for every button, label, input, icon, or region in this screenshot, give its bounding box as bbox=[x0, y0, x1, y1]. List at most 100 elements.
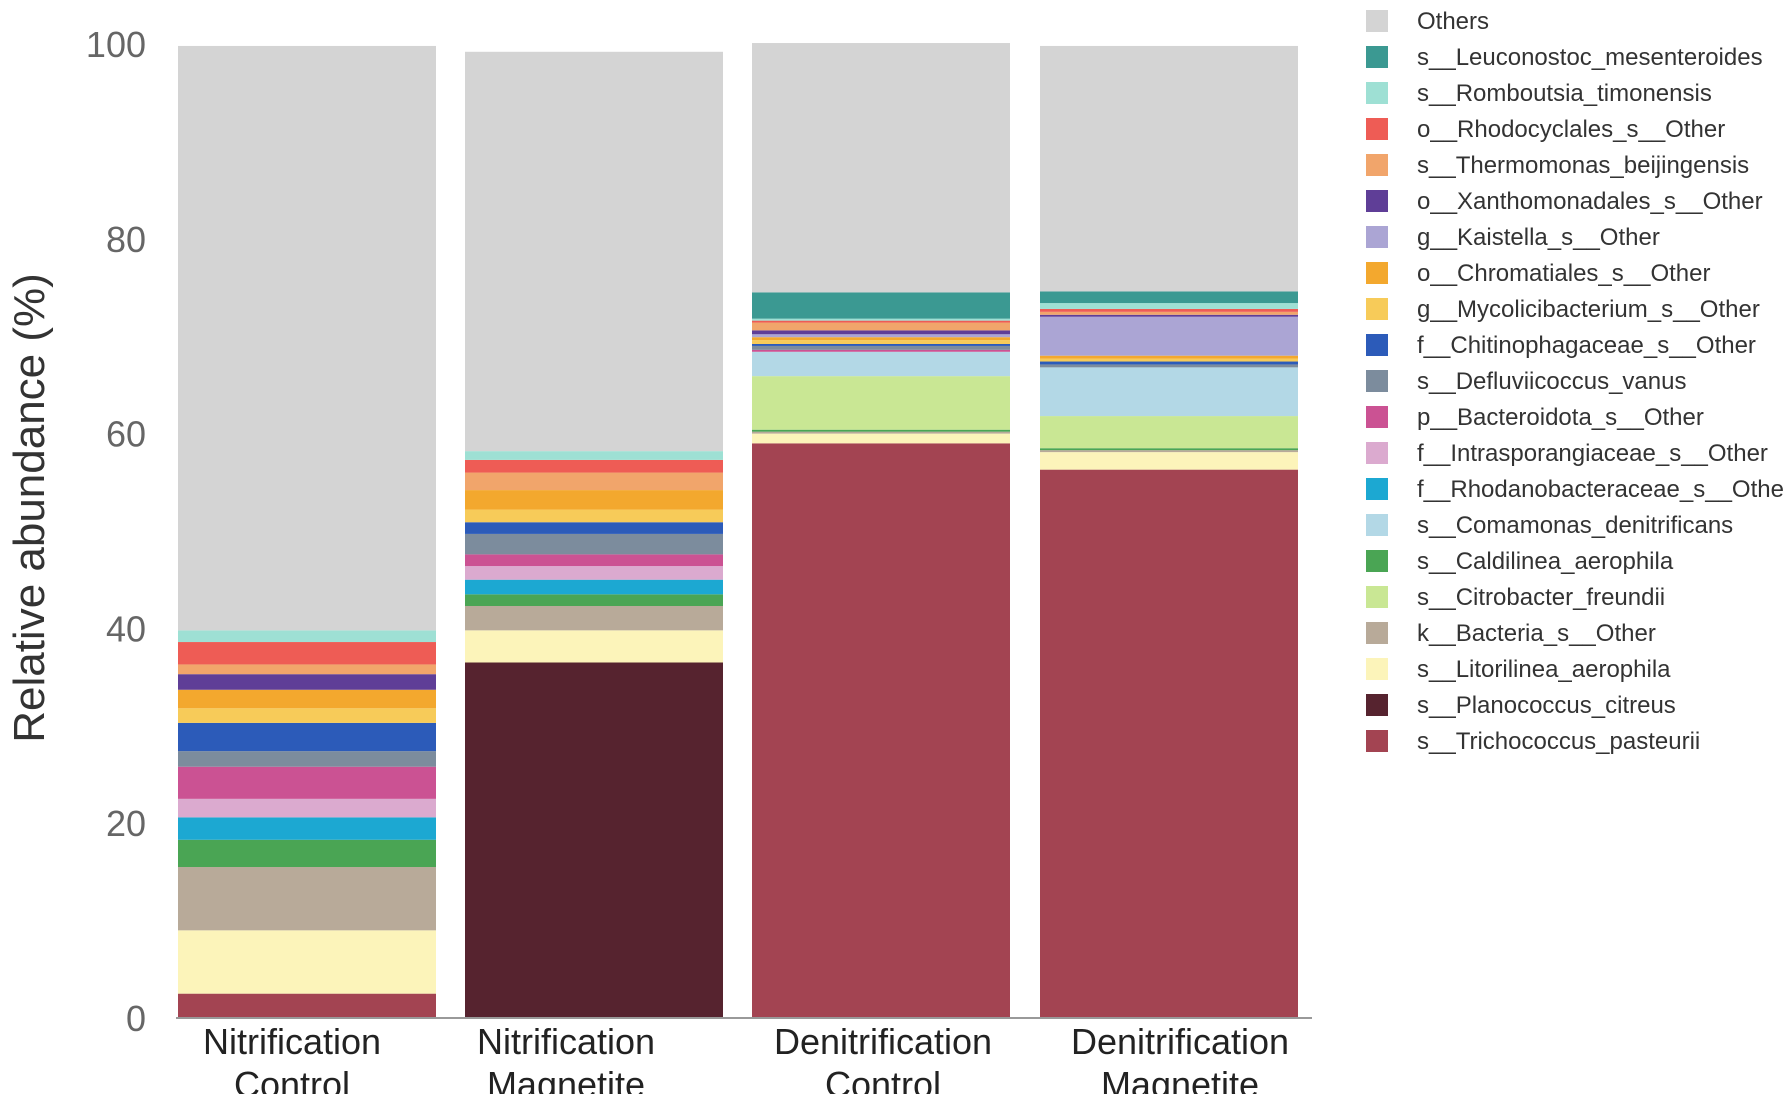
bar-segment bbox=[465, 554, 723, 567]
legend-label: f__Chitinophagaceae_s__Other bbox=[1417, 332, 1756, 359]
bar-segment bbox=[465, 490, 723, 510]
bar-segment bbox=[752, 351, 1010, 377]
bar-segment bbox=[1040, 316, 1298, 356]
bar-segment bbox=[752, 330, 1010, 335]
legend-label: o__Rhodocyclales_s__Other bbox=[1417, 116, 1725, 143]
x-category-label: Nitrification bbox=[203, 1021, 381, 1062]
bar-segment bbox=[752, 322, 1010, 331]
bar-segment bbox=[465, 533, 723, 555]
legend-swatch bbox=[1366, 406, 1388, 428]
legend-label: s__Caldilinea_aerophila bbox=[1417, 548, 1674, 575]
bar-segment bbox=[465, 451, 723, 460]
legend-swatch bbox=[1366, 730, 1388, 752]
legend-swatch bbox=[1366, 658, 1388, 680]
legend-swatch bbox=[1366, 190, 1388, 212]
bar-segment bbox=[752, 340, 1010, 344]
legend-label: g__Kaistella_s__Other bbox=[1417, 224, 1660, 251]
bar-segment bbox=[1040, 361, 1298, 365]
bar-segment bbox=[752, 320, 1010, 323]
x-category-label: Magnetite bbox=[487, 1064, 645, 1094]
bar-segment bbox=[1040, 45, 1298, 292]
bar-segment bbox=[1040, 367, 1298, 417]
bar-segment bbox=[752, 43, 1010, 293]
bar-segment bbox=[1040, 311, 1298, 315]
bar-segment bbox=[1040, 364, 1298, 368]
legend-label: s__Planococcus_citreus bbox=[1417, 692, 1676, 719]
y-tick-label: 100 bbox=[86, 24, 146, 65]
legend-swatch bbox=[1366, 262, 1388, 284]
bar-segment bbox=[752, 345, 1010, 350]
legend-swatch bbox=[1366, 478, 1388, 500]
bar-segment bbox=[465, 605, 723, 631]
x-category-label: Nitrification bbox=[477, 1021, 655, 1062]
bar-segment bbox=[178, 867, 436, 931]
bar-segment bbox=[752, 376, 1010, 430]
bar-segment bbox=[1040, 452, 1298, 470]
legend-label: g__Mycolicibacterium_s__Other bbox=[1417, 296, 1760, 323]
legend-swatch bbox=[1366, 10, 1388, 32]
bar-segment bbox=[178, 630, 436, 643]
legend-swatch bbox=[1366, 226, 1388, 248]
x-category-label: Control bbox=[234, 1064, 350, 1094]
legend-swatch bbox=[1366, 334, 1388, 356]
bar-segment bbox=[178, 766, 436, 799]
y-tick-label: 40 bbox=[106, 608, 146, 649]
legend-swatch bbox=[1366, 442, 1388, 464]
legend-label: o__Chromatiales_s__Other bbox=[1417, 260, 1711, 287]
bar-segment bbox=[178, 708, 436, 723]
legend-swatch bbox=[1366, 82, 1388, 104]
bar-segment bbox=[178, 642, 436, 665]
bar-segment bbox=[178, 689, 436, 709]
bar-segment bbox=[178, 798, 436, 818]
legend-label: f__Intrasporangiaceae_s__Other bbox=[1417, 440, 1768, 467]
legend-label: s__Trichococcus_pasteurii bbox=[1417, 728, 1700, 755]
bar-segment bbox=[178, 751, 436, 767]
bar-segment bbox=[465, 594, 723, 606]
bar-segment bbox=[178, 817, 436, 840]
y-ticks-group: 0 20 40 60 80 100 bbox=[86, 24, 146, 1039]
x-category-label: Magnetite bbox=[1101, 1064, 1259, 1094]
bar-segment bbox=[465, 630, 723, 663]
legend-swatch bbox=[1366, 118, 1388, 140]
bar-segment bbox=[752, 433, 1010, 444]
x-category-label: Control bbox=[825, 1064, 941, 1094]
legend-swatch bbox=[1366, 298, 1388, 320]
bar-segment bbox=[752, 343, 1010, 346]
legend-label: Others bbox=[1417, 8, 1489, 35]
legend-swatch bbox=[1366, 586, 1388, 608]
bar-segment bbox=[1040, 358, 1298, 362]
legend-swatch bbox=[1366, 550, 1388, 572]
y-tick-label: 60 bbox=[106, 414, 146, 455]
legend-swatch bbox=[1366, 622, 1388, 644]
bar-segment bbox=[465, 472, 723, 491]
bar-segment bbox=[465, 522, 723, 534]
legend-swatch bbox=[1366, 154, 1388, 176]
x-category-label: Denitrification bbox=[774, 1021, 992, 1062]
bar-segment bbox=[752, 349, 1010, 352]
bar-segment bbox=[752, 429, 1010, 432]
y-tick-label: 80 bbox=[106, 219, 146, 260]
bar-segment bbox=[178, 664, 436, 675]
legend-label: p__Bacteroidota_s__Other bbox=[1417, 404, 1704, 431]
y-axis-label: Relative abundance (%) bbox=[5, 273, 54, 743]
legend-label: s__Thermomonas_beijingensis bbox=[1417, 152, 1749, 179]
bar-segment bbox=[465, 459, 723, 473]
bar-segment bbox=[178, 839, 436, 868]
bar-segment bbox=[752, 337, 1010, 341]
bar-segment bbox=[1040, 416, 1298, 449]
bar-segment bbox=[1040, 355, 1298, 359]
bar-segment bbox=[1040, 450, 1298, 453]
bar-segment bbox=[178, 722, 436, 752]
legend-label: f__Rhodanobacteraceae_s__Other bbox=[1417, 476, 1784, 503]
bar-segment bbox=[465, 509, 723, 523]
legend: Others s__Leuconostoc_mesenteroides s__Rom… bbox=[1366, 8, 1784, 755]
bar-segment bbox=[178, 993, 436, 1018]
bar-segment bbox=[1040, 314, 1298, 317]
legend-label: s__Litorilinea_aerophila bbox=[1417, 656, 1671, 683]
bar-segment bbox=[465, 579, 723, 595]
bar-segment bbox=[1040, 448, 1298, 451]
x-categories-group: NitrificationControlNitrificationMagneti… bbox=[203, 1021, 1289, 1094]
legend-label: s__Comamonas_denitrificans bbox=[1417, 512, 1733, 539]
bar-segment bbox=[465, 662, 723, 1018]
